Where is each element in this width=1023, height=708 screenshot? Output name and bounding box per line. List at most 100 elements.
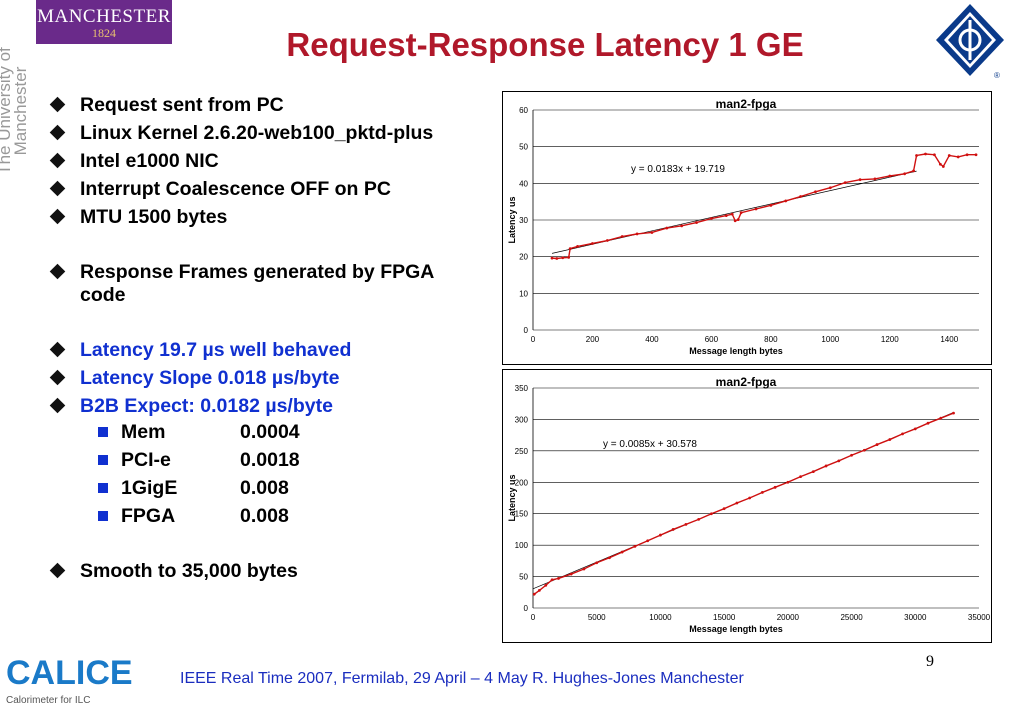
manchester-logo-year: 1824 (92, 26, 116, 40)
sub-item: PCI-e 0.0018 (46, 446, 466, 474)
y-tick-label: 0 (524, 604, 529, 613)
data-point (576, 245, 579, 248)
footer-text: IEEE Real Time 2007, Fermilab, 29 April … (180, 670, 744, 687)
x-tick-label: 10000 (649, 613, 672, 622)
data-point (873, 177, 877, 181)
y-tick-label: 40 (519, 179, 528, 188)
data-point (769, 203, 773, 207)
x-tick-label: 1200 (881, 335, 899, 344)
data-point (924, 152, 927, 156)
x-tick-label: 30000 (904, 613, 927, 622)
data-point (730, 212, 734, 216)
data-point (862, 448, 866, 452)
y-tick-label: 300 (515, 415, 529, 424)
diamond-bullet-icon (49, 124, 66, 141)
y-tick-label: 200 (515, 478, 529, 487)
data-point (913, 427, 917, 431)
data-point (569, 572, 573, 576)
data-point (915, 154, 918, 157)
diamond-bullet-icon (49, 341, 66, 358)
y-tick-label: 150 (515, 510, 529, 519)
data-point (544, 583, 548, 587)
data-point (965, 153, 969, 157)
diamond-bullet-icon (49, 208, 66, 225)
data-point (595, 561, 599, 565)
y-tick-label: 350 (515, 384, 529, 393)
data-point (680, 224, 684, 228)
data-point (695, 221, 698, 224)
x-axis-label: Message length bytes (689, 346, 783, 356)
sub-item: 1GigE 0.008 (46, 474, 466, 502)
data-point (557, 577, 560, 580)
bullet-item: Linux Kernel 2.6.20-web100_pktd-plus (46, 122, 466, 145)
svg-text:®: ® (994, 71, 1000, 80)
data-point (754, 207, 758, 211)
data-point (684, 523, 688, 526)
slide-title: Request-Response Latency 1 GE (286, 26, 804, 63)
calice-logo: CALICE Calorimeter for ILC (6, 654, 133, 706)
bullet-item: Smooth to 35,000 bytes (46, 560, 466, 583)
trendline-equation: y = 0.0183x + 19.719 (631, 164, 725, 175)
y-tick-label: 50 (519, 573, 528, 582)
diamond-bullet-icon (49, 263, 66, 280)
data-point (974, 153, 978, 157)
latency-chart-large: 0 50 100 150 200 250 300 350 0 5000 10000 15000 2000… (507, 375, 991, 634)
data-point (888, 438, 892, 441)
data-point (843, 181, 847, 184)
data-point (620, 235, 624, 238)
y-tick-label: 30 (519, 216, 528, 225)
diamond-bullet-icon (49, 562, 66, 579)
data-point (952, 411, 955, 415)
data-point (591, 242, 594, 245)
bullet-item: Response Frames generated by FPGA code (46, 261, 466, 307)
data-point (620, 550, 624, 554)
manchester-logo-name: MANCHESTER (37, 6, 171, 27)
data-point (735, 501, 739, 505)
data-point (605, 239, 609, 242)
data-point (659, 533, 662, 537)
university-vertical-text: The University of Manchester (0, 47, 30, 175)
bullet-list: Request sent from PC Linux Kernel 2.6.20… (46, 94, 466, 583)
chart-panel-2: 0 50 100 150 200 250 300 350 0 5000 10000 15000 2000… (502, 369, 992, 643)
data-point (748, 496, 752, 500)
x-tick-label: 800 (764, 335, 778, 344)
square-bullet-icon (98, 455, 108, 465)
square-bullet-icon (98, 427, 108, 437)
x-tick-label: 15000 (713, 613, 736, 622)
data-point (786, 480, 790, 484)
data-point (811, 470, 815, 473)
data-point (665, 226, 669, 230)
x-axis-label: Message length bytes (689, 624, 783, 634)
data-point (875, 443, 879, 446)
data-point (858, 178, 862, 182)
data-point (710, 512, 713, 516)
data-point (926, 421, 930, 425)
data-point (561, 256, 565, 260)
data-point (903, 172, 907, 176)
x-tick-label: 0 (531, 335, 536, 344)
data-point (555, 257, 559, 260)
series-line (551, 153, 977, 260)
series-line (533, 412, 954, 595)
y-axis-label: Latency us (507, 474, 517, 521)
data-point (697, 517, 701, 521)
data-point (550, 256, 554, 260)
data-point (710, 217, 713, 220)
data-point (724, 214, 728, 217)
data-point (608, 556, 611, 560)
data-point (828, 186, 832, 190)
data-point (814, 190, 817, 194)
trendline-equation: y = 0.0085x + 30.578 (603, 439, 697, 450)
data-point (671, 528, 675, 531)
x-tick-label: 5000 (588, 613, 606, 622)
diamond-bullet-icon (49, 180, 66, 197)
bullet-item: Latency 19.7 µs well behaved (46, 339, 466, 362)
data-point (646, 539, 650, 543)
data-point (773, 485, 777, 489)
data-point (938, 162, 942, 166)
data-point (799, 195, 802, 198)
y-tick-label: 60 (519, 106, 528, 115)
x-tick-label: 200 (586, 335, 600, 344)
data-point (635, 232, 639, 236)
